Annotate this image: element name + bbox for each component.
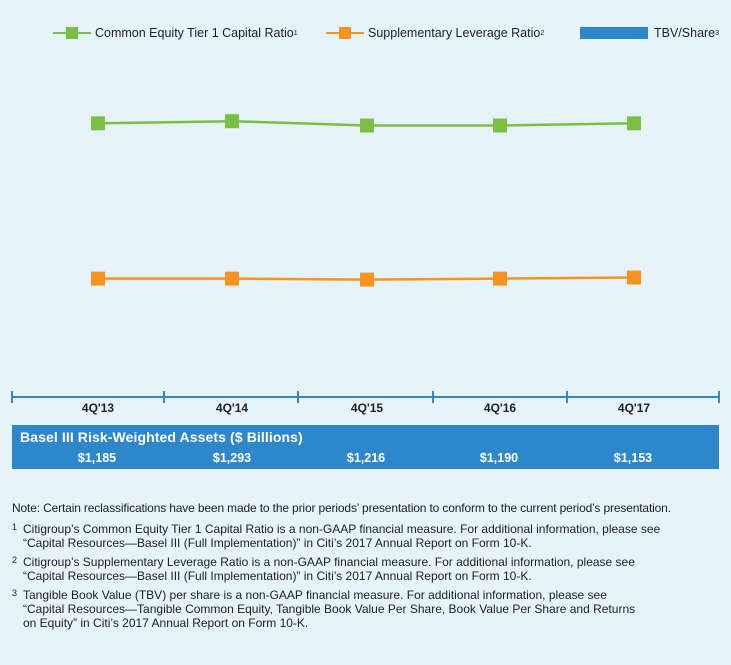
- series-1-point-1: [225, 271, 239, 286]
- legend-marker-cet1: [66, 27, 78, 39]
- x-tick-label-4: 4Q'17: [618, 401, 651, 415]
- footnote-line: Tangible Book Value (TBV) per share is a…: [23, 588, 607, 602]
- footnote-line: Citigroup’s Common Equity Tier 1 Capital…: [23, 522, 661, 536]
- footnote-mark: 2: [12, 555, 18, 565]
- legend-label-tbv: TBV/Share: [654, 26, 716, 40]
- rwa-value-4q15: $1,216: [346, 451, 386, 465]
- footnote-3: 3 Tangible Book Value (TBV) per share is…: [12, 588, 724, 630]
- legend-label-cet1: Common Equity Tier 1 Capital Ratio: [95, 26, 294, 40]
- x-tick-label-1: 4Q'14: [216, 401, 249, 415]
- legend-label-slr: Supplementary Leverage Ratio: [368, 26, 541, 40]
- rwa-value-4q17: $1,153: [613, 451, 653, 465]
- x-tick-label-0: 4Q'13: [82, 401, 115, 415]
- footnote-1: 1 Citigroup’s Common Equity Tier 1 Capit…: [12, 522, 724, 550]
- series-0-point-1: [225, 114, 239, 129]
- legend-item-cet1: Common Equity Tier 1 Capital Ratio 1: [53, 25, 298, 41]
- legend-swatch-tbv: [580, 27, 648, 39]
- legend-marker-slr: [339, 27, 351, 39]
- legend-swatch-cet1: [53, 27, 91, 39]
- rwa-title: Basel III Risk-Weighted Assets ($ Billio…: [20, 429, 303, 445]
- rwa-band: Basel III Risk-Weighted Assets ($ Billio…: [12, 425, 719, 469]
- note-reclassification: Note: Certain reclassifications have bee…: [12, 501, 671, 515]
- footnote-line: “Capital Resources—Basel III (Full Imple…: [23, 569, 532, 583]
- footnote-line: “Capital Resources—Tangible Common Equit…: [23, 602, 636, 616]
- line-chart: 4Q'13 4Q'14 4Q'15 4Q'16 4Q'17: [11, 114, 720, 415]
- footnote-line: Citigroup’s Supplementary Leverage Ratio…: [23, 555, 635, 569]
- x-tick-label-2: 4Q'15: [351, 401, 384, 415]
- legend-sup-cet1: 1: [293, 29, 298, 37]
- series-0-point-3: [493, 118, 507, 133]
- rwa-value-4q14: $1,293: [212, 451, 252, 465]
- footnote-line: on Equity” in Citi’s 2017 Annual Report …: [23, 616, 309, 630]
- series-1-point-0: [91, 271, 105, 286]
- footnote-mark: 3: [12, 588, 18, 598]
- series-1-point-4: [627, 270, 641, 285]
- series-0-point-0: [91, 116, 105, 131]
- legend-sup-tbv: 3: [715, 29, 720, 37]
- footnotes: Note: Certain reclassifications have bee…: [12, 501, 724, 635]
- series-0-point-4: [627, 116, 641, 131]
- series-0-point-2: [360, 118, 374, 133]
- legend-sup-slr: 2: [540, 29, 545, 37]
- footnote-line: “Capital Resources—Basel III (Full Imple…: [23, 536, 532, 550]
- footnote-mark: 1: [12, 522, 18, 532]
- rwa-value-4q16: $1,190: [479, 451, 519, 465]
- x-tick-label-3: 4Q'16: [484, 401, 517, 415]
- series-1-point-2: [360, 272, 374, 287]
- legend-swatch-slr: [326, 27, 364, 39]
- legend-item-slr: Supplementary Leverage Ratio 2: [326, 25, 544, 41]
- footnote-2: 2 Citigroup’s Supplementary Leverage Rat…: [12, 555, 724, 583]
- rwa-value-4q13: $1,185: [77, 451, 117, 465]
- series-1-point-3: [493, 271, 507, 286]
- legend-item-tbv: TBV/Share 3: [580, 25, 719, 41]
- chart-legend: Common Equity Tier 1 Capital Ratio 1 Supp…: [0, 0, 731, 66]
